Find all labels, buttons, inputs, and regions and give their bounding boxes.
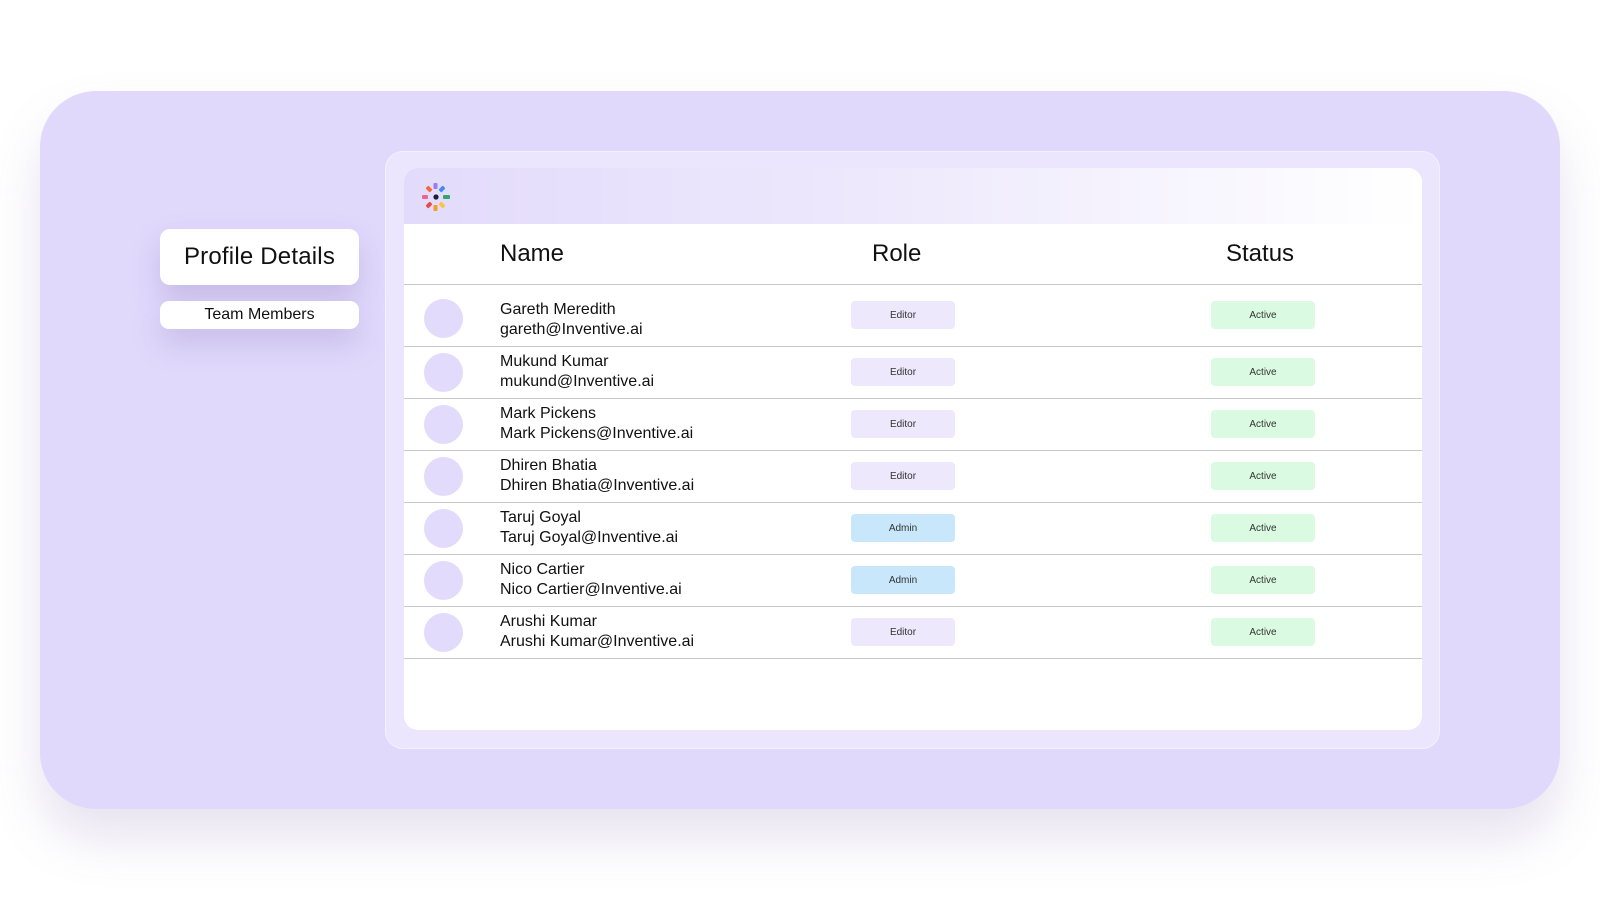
member-name: Arushi Kumar xyxy=(500,613,597,630)
member-info: Gareth Meredith gareth@Inventive.ai xyxy=(500,300,643,340)
avatar[interactable] xyxy=(424,299,463,338)
table-header: Name Role Status xyxy=(404,224,1422,285)
member-email: Nico Cartier@Inventive.ai xyxy=(500,581,682,598)
status-badge: Active xyxy=(1211,358,1315,386)
member-name: Mukund Kumar xyxy=(500,353,609,370)
member-info: Mukund Kumar mukund@Inventive.ai xyxy=(500,352,654,392)
nav-team-members[interactable]: Team Members xyxy=(160,301,359,329)
member-name: Dhiren Bhatia xyxy=(500,457,597,474)
avatar[interactable] xyxy=(424,353,463,392)
status-badge: Active xyxy=(1211,618,1315,646)
avatar[interactable] xyxy=(424,561,463,600)
member-name: Gareth Meredith xyxy=(500,301,616,318)
role-badge[interactable]: Admin xyxy=(851,514,955,542)
team-members-panel: Name Role Status Gareth Meredith gareth@I… xyxy=(404,168,1422,730)
pinwheel-logo-icon xyxy=(422,183,450,211)
nav-team-members-label: Team Members xyxy=(204,306,315,323)
avatar[interactable] xyxy=(424,405,463,444)
column-header-role[interactable]: Role xyxy=(872,240,922,267)
status-badge: Active xyxy=(1211,566,1315,594)
status-badge: Active xyxy=(1211,514,1315,542)
role-badge[interactable]: Admin xyxy=(851,566,955,594)
member-list: Gareth Meredith gareth@Inventive.ai Editor… xyxy=(404,285,1422,659)
status-badge: Active xyxy=(1211,301,1315,329)
table-row[interactable]: Taruj Goyal Taruj Goyal@Inventive.ai Admin… xyxy=(404,503,1422,555)
member-name: Taruj Goyal xyxy=(500,509,581,526)
avatar[interactable] xyxy=(424,509,463,548)
role-badge[interactable]: Editor xyxy=(851,462,955,490)
member-email: Arushi Kumar@Inventive.ai xyxy=(500,633,695,650)
member-info: Dhiren Bhatia Dhiren Bhatia@Inventive.ai xyxy=(500,456,694,496)
status-badge: Active xyxy=(1211,462,1315,490)
member-email: Mark Pickens@Inventive.ai xyxy=(500,425,694,442)
role-badge[interactable]: Editor xyxy=(851,301,955,329)
role-badge[interactable]: Editor xyxy=(851,358,955,386)
table-row[interactable]: Dhiren Bhatia Dhiren Bhatia@Inventive.ai E… xyxy=(404,451,1422,503)
table-row[interactable]: Arushi Kumar Arushi Kumar@Inventive.ai Edi… xyxy=(404,607,1422,659)
table-row[interactable]: Nico Cartier Nico Cartier@Inventive.ai Adm… xyxy=(404,555,1422,607)
column-header-status[interactable]: Status xyxy=(1226,240,1295,267)
member-info: Taruj Goyal Taruj Goyal@Inventive.ai xyxy=(500,508,678,548)
avatar[interactable] xyxy=(424,613,463,652)
role-badge[interactable]: Editor xyxy=(851,410,955,438)
table-row[interactable]: Mark Pickens Mark Pickens@Inventive.ai Edi… xyxy=(404,399,1422,451)
status-badge: Active xyxy=(1211,410,1315,438)
member-info: Nico Cartier Nico Cartier@Inventive.ai xyxy=(500,560,682,600)
member-email: Dhiren Bhatia@Inventive.ai xyxy=(500,477,695,494)
table-row[interactable]: Gareth Meredith gareth@Inventive.ai Editor… xyxy=(404,285,1422,347)
member-email: Taruj Goyal@Inventive.ai xyxy=(500,529,679,546)
column-header-name[interactable]: Name xyxy=(500,240,565,267)
member-email: gareth@Inventive.ai xyxy=(500,321,643,338)
member-email: mukund@Inventive.ai xyxy=(500,373,655,390)
panel-header xyxy=(404,168,1422,224)
role-badge[interactable]: Editor xyxy=(851,618,955,646)
nav-profile-details[interactable]: Profile Details xyxy=(160,229,359,285)
member-name: Nico Cartier xyxy=(500,561,585,578)
avatar[interactable] xyxy=(424,457,463,496)
member-info: Arushi Kumar Arushi Kumar@Inventive.ai xyxy=(500,612,694,652)
nav-profile-details-label: Profile Details xyxy=(183,243,336,270)
member-info: Mark Pickens Mark Pickens@Inventive.ai xyxy=(500,404,693,444)
member-name: Mark Pickens xyxy=(500,405,597,422)
table-row[interactable]: Mukund Kumar mukund@Inventive.ai Editor Act… xyxy=(404,347,1422,399)
